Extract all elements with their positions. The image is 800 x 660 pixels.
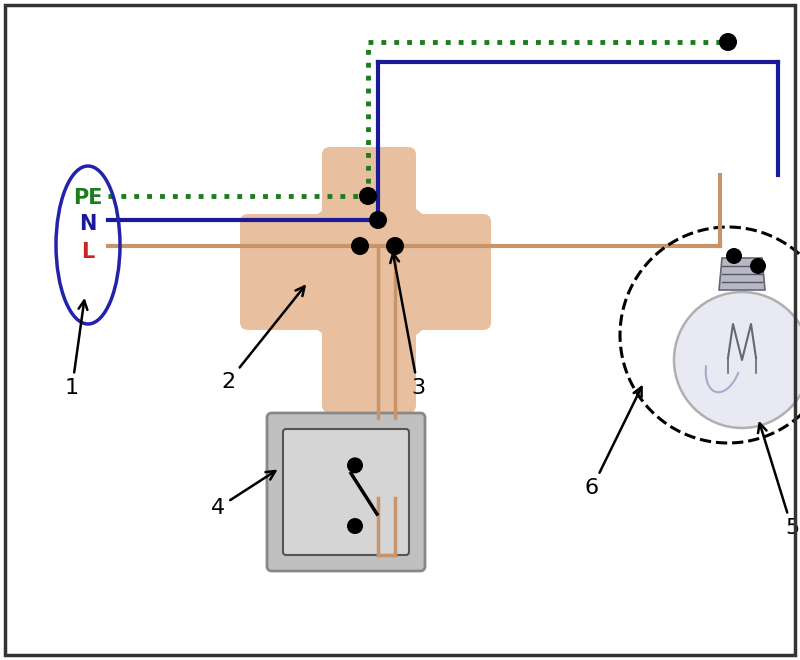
- Text: L: L: [82, 242, 94, 262]
- Polygon shape: [719, 258, 765, 290]
- Text: 2: 2: [221, 286, 305, 392]
- FancyBboxPatch shape: [240, 214, 491, 330]
- Circle shape: [347, 518, 363, 534]
- Circle shape: [369, 211, 387, 229]
- FancyBboxPatch shape: [267, 413, 425, 571]
- FancyBboxPatch shape: [322, 147, 416, 413]
- Circle shape: [292, 194, 448, 350]
- Circle shape: [750, 258, 766, 274]
- Text: 6: 6: [585, 387, 642, 498]
- Circle shape: [674, 292, 800, 428]
- Text: 3: 3: [390, 253, 425, 398]
- Circle shape: [359, 187, 377, 205]
- Circle shape: [726, 248, 742, 264]
- Text: 5: 5: [758, 423, 799, 538]
- Circle shape: [719, 33, 737, 51]
- Circle shape: [386, 237, 404, 255]
- Text: N: N: [79, 214, 97, 234]
- Text: PE: PE: [74, 188, 102, 208]
- Text: 1: 1: [65, 300, 87, 398]
- Circle shape: [351, 237, 369, 255]
- Circle shape: [347, 457, 363, 473]
- Text: 4: 4: [211, 471, 275, 518]
- FancyBboxPatch shape: [283, 429, 409, 555]
